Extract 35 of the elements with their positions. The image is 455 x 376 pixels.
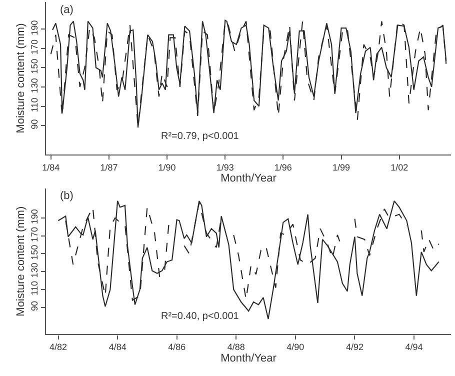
y-tick-label: 150 [29,244,40,260]
y-tick-label: 170 [29,226,40,242]
x-axis-title: Month/Year [220,172,277,185]
x-tick-label: 4/90 [286,342,304,352]
y-tick-label: 110 [29,280,40,296]
y-tick-label: 130 [29,262,40,278]
x-tick-label: 4/92 [346,342,364,352]
y-axis-title: Moisture content (mm) [14,23,27,134]
y-tick-label: 130 [29,78,40,94]
y-tick-label: 190 [29,20,40,36]
x-tick-label: 1/84 [42,162,60,172]
x-tick-label: 1/96 [274,162,292,172]
x-tick-label: 4/88 [227,342,245,352]
y-tick-label: 90 [29,301,40,312]
annotation: R²=0.40, p<0.001 [161,311,240,322]
x-axis-title: Month/Year [220,352,277,364]
x-tick-label: 4/84 [108,342,126,352]
y-tick-label: 170 [29,39,40,55]
x-tick-label: 1/93 [216,162,234,172]
y-tick-label: 150 [29,58,40,74]
y-tick-label: 110 [29,98,40,112]
x-tick-label: 4/94 [405,342,423,352]
annotation: R²=0.79, p<0.001 [161,131,240,142]
chart-title: (b) [60,190,74,202]
x-tick-label: 1/99 [332,162,350,172]
line-series [58,200,440,320]
x-tick-label: 4/86 [168,342,186,352]
chart-title: (a) [60,4,74,16]
x-tick-label: 1/90 [158,162,176,172]
y-axis-title: Moisture content (mm) [14,206,27,316]
x-tick-label: 1/02 [390,162,408,172]
y-tick-label: 90 [29,119,40,130]
x-tick-label: 4/82 [49,342,68,352]
x-tick-label: 1/87 [100,162,118,172]
y-tick-label: 190 [29,209,40,224]
